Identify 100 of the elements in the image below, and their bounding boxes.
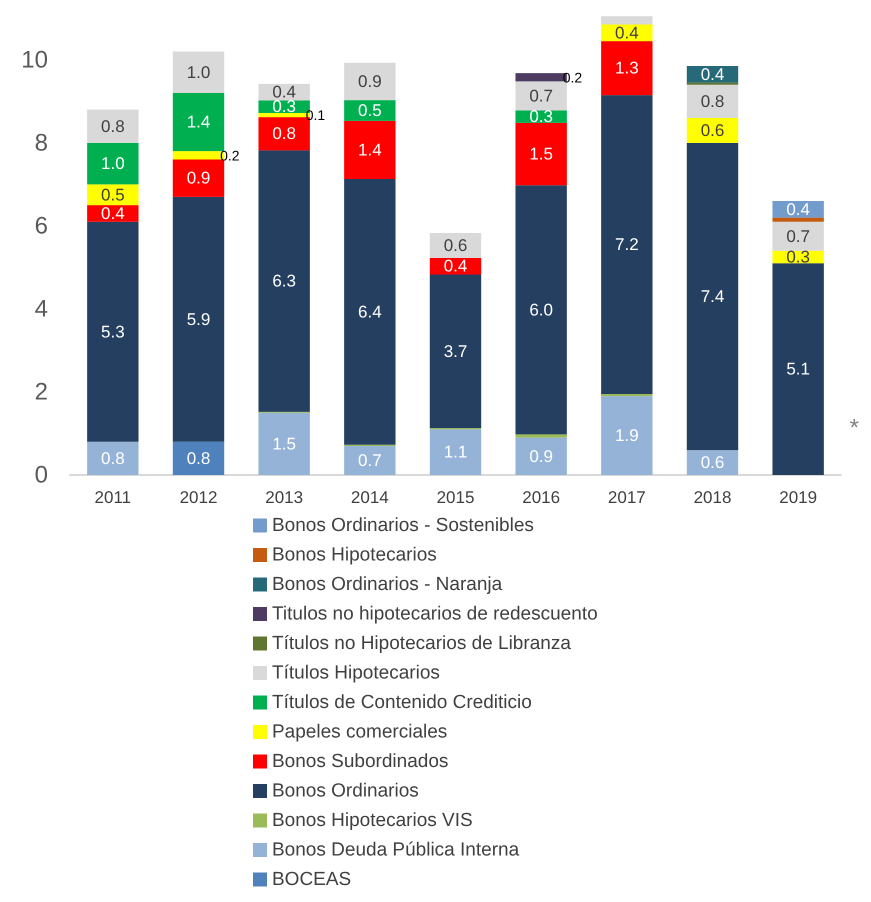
- data-label: 0.7: [358, 450, 382, 470]
- data-label: 0.6: [700, 453, 724, 472]
- data-label: 0.3: [529, 107, 553, 126]
- data-label: 1.5: [272, 434, 296, 454]
- bar: [172, 52, 224, 94]
- bar: [601, 16, 653, 25]
- data-label: 0.4: [101, 204, 125, 223]
- bar: [601, 396, 653, 475]
- data-label: 3.7: [444, 342, 468, 361]
- data-label: 5.3: [101, 322, 125, 342]
- bar: [172, 442, 224, 475]
- bar: [686, 84, 738, 118]
- data-label: 5.9: [186, 310, 210, 329]
- legend-label: Títulos no Hipotecarios de Libranza: [272, 633, 572, 654]
- bar: [258, 150, 310, 412]
- data-label: 1.0: [186, 62, 210, 82]
- y-tick-label: 0: [34, 462, 48, 488]
- data-label: 1.4: [358, 140, 382, 160]
- data-label: 0.4: [700, 64, 724, 84]
- x-tick-label: 2019: [779, 488, 818, 507]
- bar: [772, 263, 824, 475]
- legend-label: Bonos Ordinarios - Naranja: [272, 574, 503, 595]
- bar: [430, 429, 482, 475]
- data-label: 6.4: [358, 302, 382, 322]
- x-tick-label: 2016: [522, 488, 560, 507]
- legend-label: BOCEAS: [272, 869, 352, 890]
- data-label: 1.3: [615, 58, 639, 78]
- x-tick-label: 2013: [265, 488, 304, 507]
- legend-label: Papeles comerciales: [272, 722, 448, 742]
- bar: [515, 434, 567, 438]
- bar: [601, 41, 653, 96]
- data-label: 1.0: [101, 154, 125, 174]
- bar: [430, 232, 482, 258]
- data-label: 1.5: [529, 144, 553, 164]
- y-tick-label: 2: [34, 378, 48, 406]
- bar: [87, 142, 139, 184]
- legend-label: Bonos Deuda Pública Interna: [272, 840, 520, 860]
- legend-label: Bonos Subordinados: [272, 751, 448, 772]
- y-tick-label: 6: [34, 212, 48, 240]
- bar: [772, 218, 824, 222]
- legend-label: Bonos Hipotecarios VIS: [272, 810, 473, 831]
- bar: [344, 178, 396, 445]
- data-label: 1.4: [186, 112, 210, 132]
- data-label: 7.2: [615, 235, 639, 254]
- x-tick-label: 2014: [350, 488, 389, 507]
- data-label: 0.7: [529, 86, 553, 106]
- y-tick-label: 4: [34, 295, 48, 322]
- bar: [258, 412, 310, 475]
- bar: [686, 142, 738, 450]
- bar: [87, 222, 139, 442]
- bar: [172, 196, 224, 442]
- data-label: 6.3: [272, 272, 296, 291]
- legend-label: Bonos Ordinarios: [272, 780, 419, 802]
- legend-label: Bonos Ordinarios - Sostenibles: [272, 515, 534, 536]
- data-label: 0.6: [700, 120, 724, 140]
- bar: [515, 122, 567, 186]
- data-label: 0.9: [529, 446, 553, 466]
- data-label: 0.4: [615, 23, 639, 42]
- data-label: 0.9: [358, 72, 382, 91]
- y-tick-label: 10: [21, 46, 48, 74]
- data-label: 0.8: [700, 92, 724, 111]
- legend-label: Títulos de Contenido Crediticio: [272, 692, 532, 713]
- x-tick-label: 2012: [180, 488, 218, 507]
- bar: [344, 62, 396, 100]
- bar: [772, 222, 824, 251]
- legend-label: Titulos no hipotecarios de redescuento: [272, 604, 598, 624]
- bar: [515, 81, 567, 110]
- x-tick-label: 2015: [436, 488, 474, 507]
- data-label: 0.8: [101, 116, 125, 136]
- bar: [87, 110, 139, 143]
- data-label: 0.4: [786, 200, 810, 219]
- data-label: 6.0: [529, 300, 553, 320]
- data-label: 0.7: [786, 226, 810, 246]
- data-label: 1.1: [444, 442, 468, 462]
- x-tick-label: 2011: [94, 488, 132, 507]
- data-label: 0.8: [272, 124, 296, 144]
- data-label: 0.5: [101, 185, 125, 204]
- data-label: 5.1: [786, 360, 810, 379]
- data-label: 0.3: [786, 248, 810, 267]
- data-label: 7.4: [700, 286, 724, 306]
- data-label: 0.9: [186, 168, 210, 188]
- data-label: 0.8: [186, 448, 210, 468]
- bar: [686, 118, 738, 143]
- x-tick-label: 2017: [608, 488, 646, 507]
- bar: [172, 159, 224, 197]
- legend-label: Títulos Hipotecarios: [272, 662, 440, 684]
- bar: [87, 442, 139, 475]
- bar: [344, 446, 396, 475]
- x-tick-label: 2018: [694, 488, 732, 507]
- bar: [515, 185, 567, 434]
- data-label: 0.6: [444, 236, 468, 255]
- data-label: 0.8: [101, 448, 125, 468]
- data-label: 0.5: [358, 100, 382, 120]
- text: *: [850, 414, 860, 442]
- data-label: 0.4: [444, 256, 468, 276]
- bar: [515, 438, 567, 475]
- data-label: 1.9: [615, 426, 639, 446]
- bar: [344, 100, 396, 121]
- bar: [601, 95, 653, 394]
- bar: [344, 120, 396, 179]
